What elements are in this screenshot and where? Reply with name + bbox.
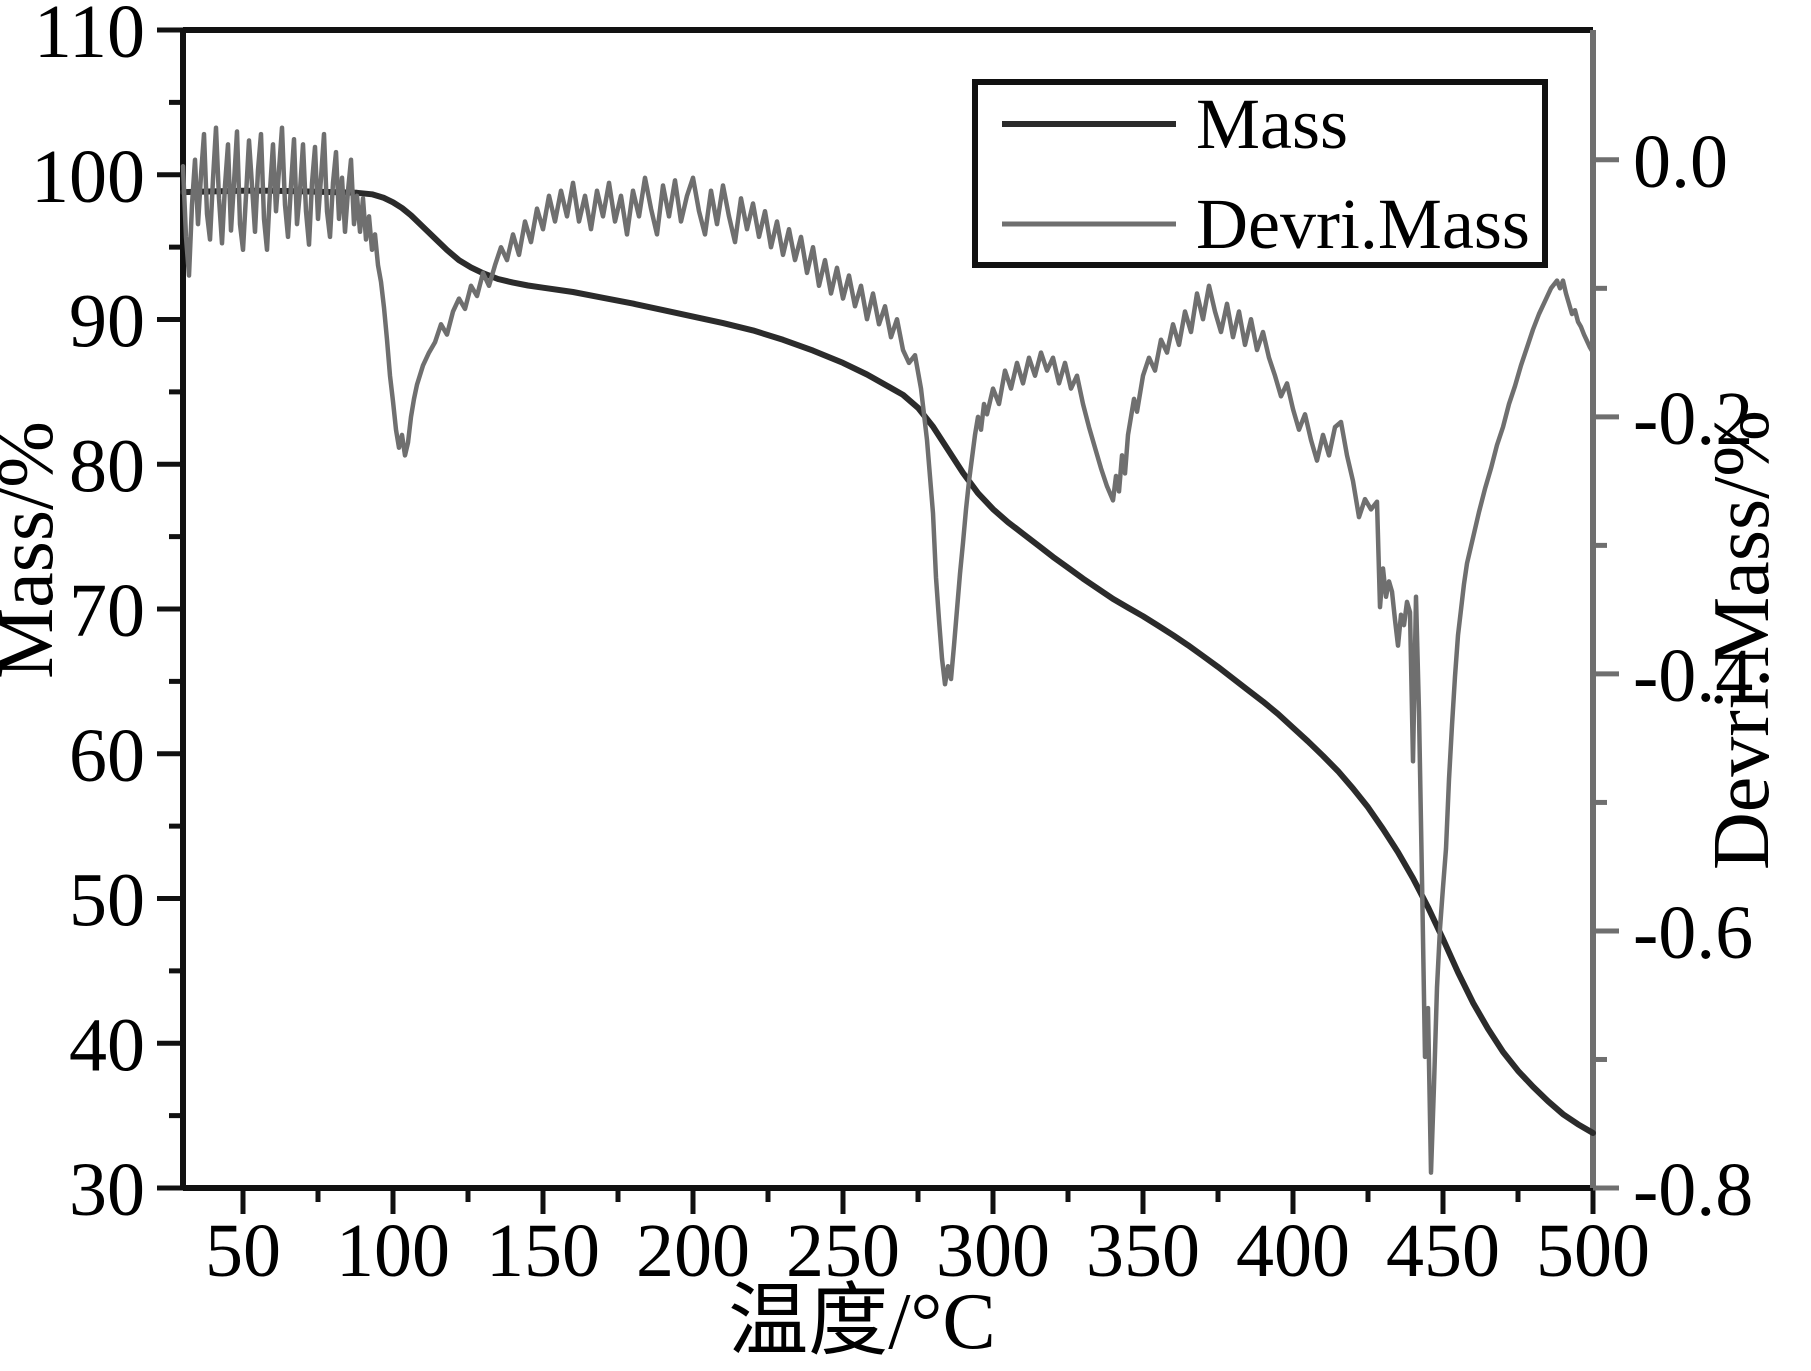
x-tick-label: 150 <box>486 1209 600 1293</box>
x-tick-label: 450 <box>1386 1209 1500 1293</box>
y-left-tick-label: 60 <box>69 714 145 798</box>
y-left-tick-label: 80 <box>69 424 145 508</box>
y-left-tick-label: 30 <box>69 1148 145 1232</box>
y-right-tick-label: -0.8 <box>1633 1148 1753 1232</box>
y-left-tick-label: 70 <box>69 569 145 653</box>
right-axis-title: Devri.Mass/% <box>1698 410 1786 870</box>
x-tick-label: 400 <box>1236 1209 1350 1293</box>
x-tick-label: 250 <box>786 1209 900 1293</box>
data-series <box>180 125 1596 1175</box>
y-right-tick-label: -0.4 <box>1633 634 1753 718</box>
left-axis-title: Mass/% <box>0 421 70 679</box>
y-right-tick-label: 0.0 <box>1633 120 1728 204</box>
legend-label-devri-mass: Devri.Mass <box>1196 184 1530 264</box>
devri-mass-curve <box>180 125 1596 1175</box>
x-tick-label: 100 <box>336 1209 450 1293</box>
y-right-tick-label: -0.6 <box>1633 891 1753 975</box>
x-tick-label: 200 <box>636 1209 750 1293</box>
x-tick-label: 300 <box>936 1209 1050 1293</box>
x-tick-label: 500 <box>1536 1209 1650 1293</box>
mass-curve <box>180 187 1596 1136</box>
y-left-tick-label: 50 <box>69 859 145 943</box>
y-left-tick-label: 110 <box>34 0 145 74</box>
y-left-tick-label: 40 <box>69 1003 145 1087</box>
x-tick-label: 350 <box>1086 1209 1200 1293</box>
y-right-tick-label: -0.2 <box>1633 377 1753 461</box>
x-axis-title: 温度/°C <box>728 1278 996 1366</box>
legend: Mass Devri.Mass <box>972 79 1548 268</box>
y-left-tick-label: 90 <box>69 280 145 364</box>
legend-label-mass: Mass <box>1196 84 1348 164</box>
plot-frame <box>180 27 1596 1191</box>
x-tick-label: 50 <box>205 1209 281 1293</box>
legend-box <box>972 79 1548 268</box>
axis-ticks: 50 100 150 200 250 300 350 400 450 500 30 40 50 60 70 8… <box>31 0 1753 1293</box>
y-left-tick-label: 100 <box>31 135 145 219</box>
